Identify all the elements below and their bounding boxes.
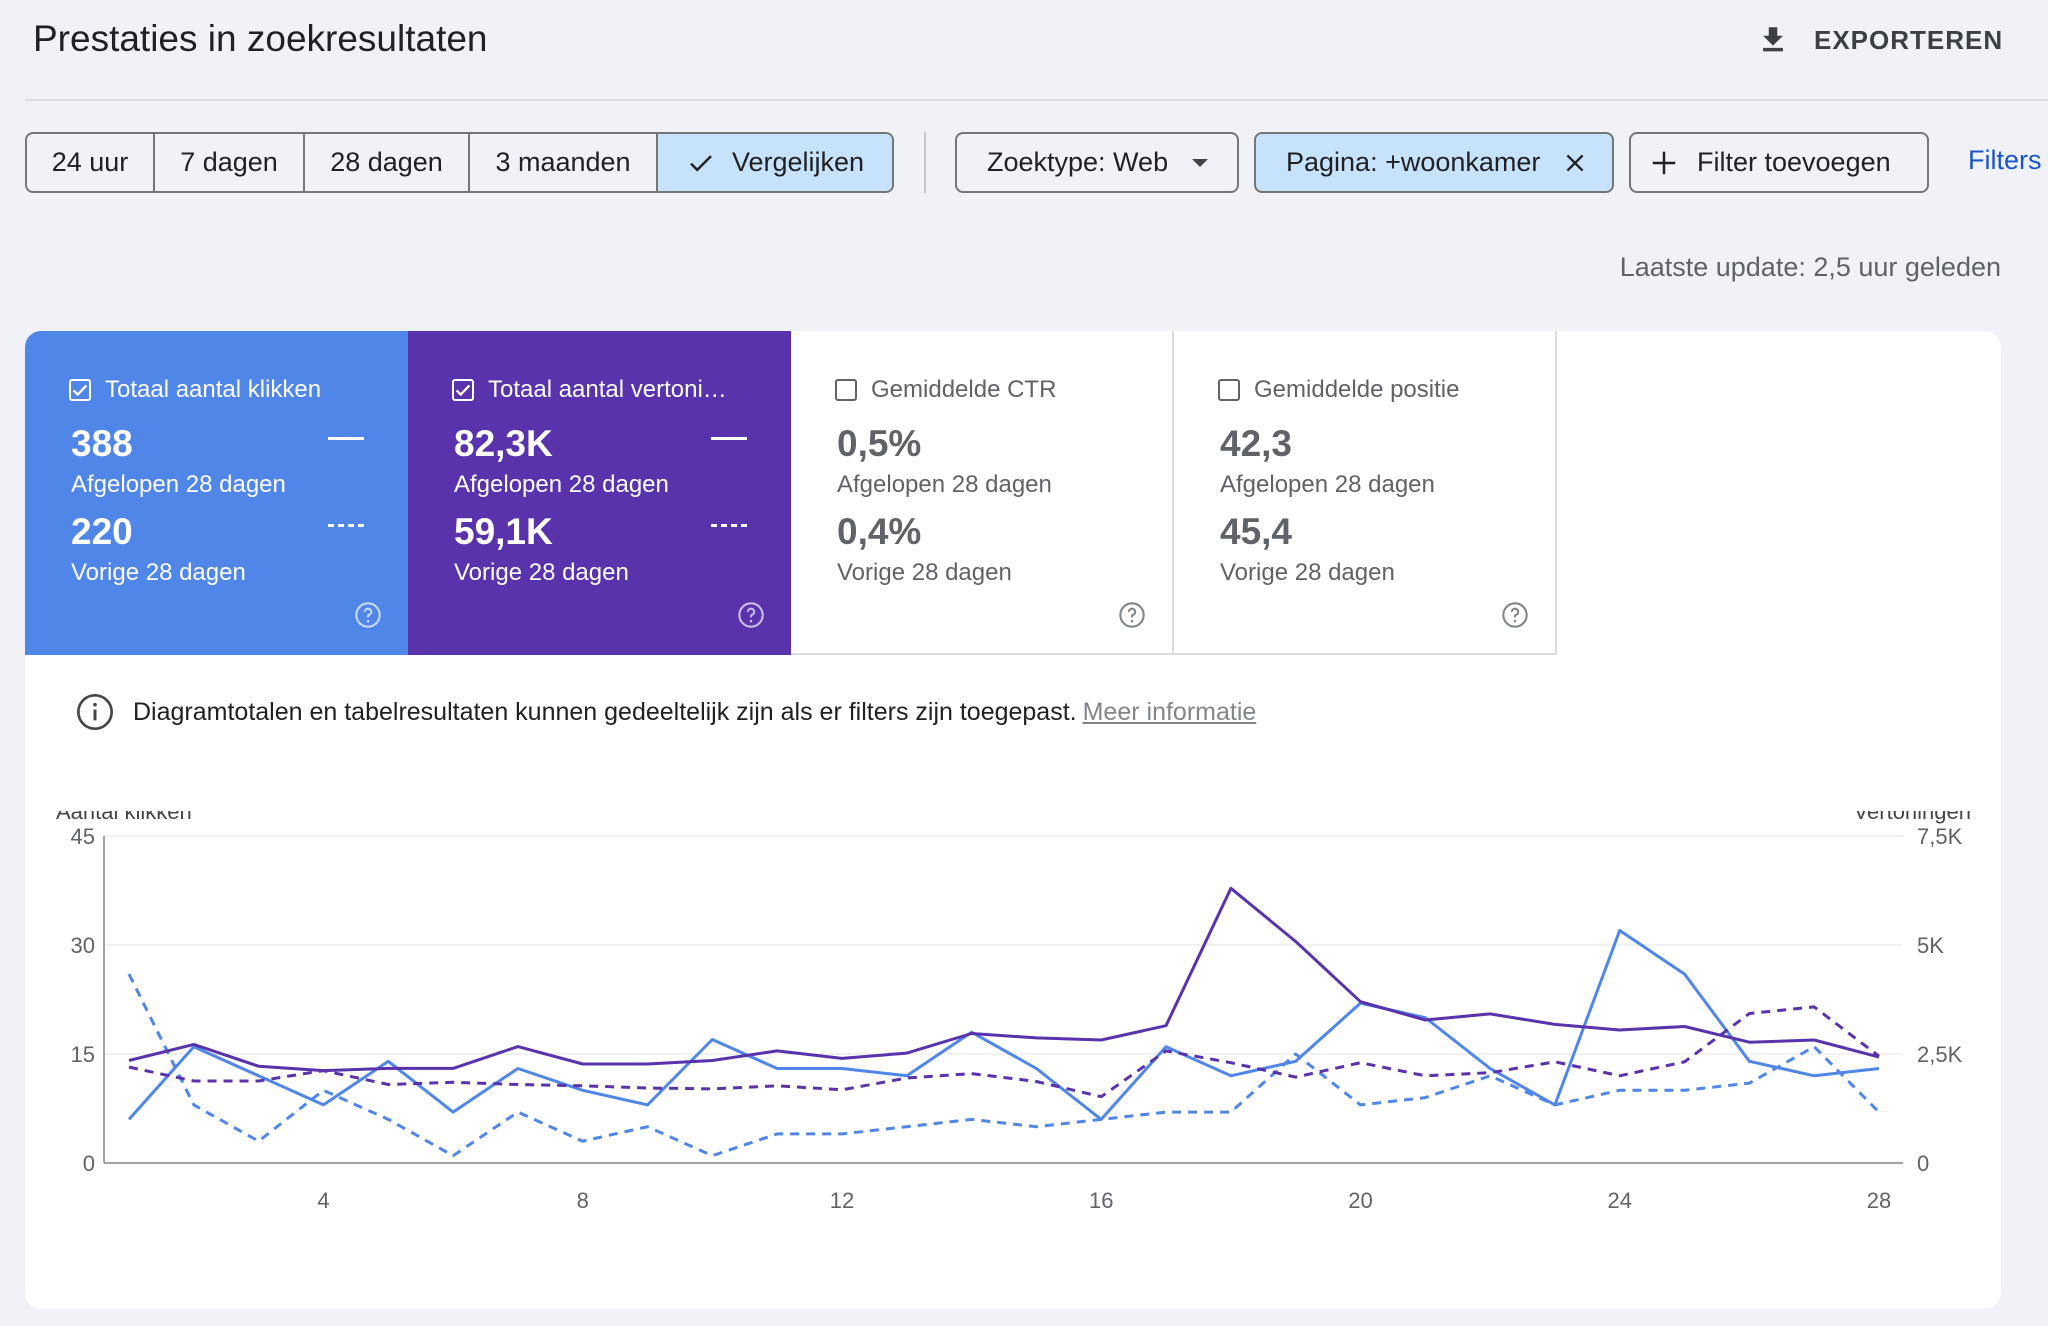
metric-current-value: 0,5% xyxy=(837,423,922,464)
metric-current-label: Afgelopen 28 dagen xyxy=(837,471,1052,498)
dashed-line-legend xyxy=(711,524,747,527)
performance-chart: Aantal klikken Vertoningen 0 15 30 45 0 2,5K 5… xyxy=(56,811,1971,1213)
plus-icon xyxy=(1652,151,1676,174)
range-7-days[interactable]: 7 dagen xyxy=(155,134,305,191)
x-tick-label: 12 xyxy=(830,1188,854,1213)
y-right-axis-title: Vertoningen xyxy=(1854,811,1971,824)
help-icon[interactable] xyxy=(354,601,382,629)
metric-previous-label: Vorige 28 dagen xyxy=(837,559,1012,586)
x-tick-label: 28 xyxy=(1867,1188,1891,1213)
page-title: Prestaties in zoekresultaten xyxy=(33,18,488,59)
checkbox-unchecked-icon[interactable] xyxy=(835,379,857,401)
checkbox-unchecked-icon[interactable] xyxy=(1218,379,1240,401)
y-left-tick-label: 15 xyxy=(71,1042,95,1067)
metric-title: Totaal aantal klikken xyxy=(105,376,322,403)
metric-current-value: 42,3 xyxy=(1220,423,1293,464)
y-right-tick-label: 0 xyxy=(1917,1151,1929,1176)
metric-previous-label: Vorige 28 dagen xyxy=(454,559,629,586)
page-filter-label: Pagina: +woonkamer xyxy=(1286,147,1541,177)
export-button[interactable]: EXPORTEREN xyxy=(1756,18,2003,62)
metric-previous-value: 45,4 xyxy=(1220,511,1293,552)
header: Prestaties in zoekresultaten EXPORTEREN xyxy=(0,0,2048,101)
metric-previous-label: Vorige 28 dagen xyxy=(71,559,246,586)
y-left-axis-title: Aantal klikken xyxy=(56,811,192,824)
metric-card-impressions[interactable]: Totaal aantal vertoni… 82,3K Afgelopen 2… xyxy=(408,331,791,655)
help-icon[interactable] xyxy=(1501,601,1529,629)
metric-previous-value: 220 xyxy=(71,511,133,552)
performance-panel: Totaal aantal klikken 388 Afgelopen 28 d… xyxy=(25,331,2001,1309)
metric-header: Gemiddelde CTR xyxy=(835,376,1056,404)
metric-current-label: Afgelopen 28 dagen xyxy=(71,471,286,498)
range-3-months[interactable]: 3 maanden xyxy=(470,134,658,191)
solid-line-legend xyxy=(711,437,747,440)
toolbar-divider xyxy=(924,132,926,193)
metric-previous-value: 0,4% xyxy=(837,511,922,552)
metric-previous-value: 59,1K xyxy=(454,511,553,552)
checkbox-checked-icon[interactable] xyxy=(69,379,91,401)
metric-header: Gemiddelde positie xyxy=(1218,376,1459,404)
help-icon[interactable] xyxy=(737,601,765,629)
y-left-tick-label: 30 xyxy=(71,933,95,958)
search-type-dropdown[interactable]: Zoektype: Web xyxy=(955,132,1239,193)
add-filter-label: Filter toevoegen xyxy=(1697,147,1891,177)
series-line-3 xyxy=(128,1005,1880,1099)
dashed-line-legend xyxy=(328,524,364,527)
series-line-0 xyxy=(127,929,1880,1121)
metric-current-value: 82,3K xyxy=(454,423,553,464)
add-filter-button[interactable]: Filter toevoegen xyxy=(1629,132,1929,193)
y-right-tick-label: 5K xyxy=(1917,933,1944,958)
metric-previous-label: Vorige 28 dagen xyxy=(1220,559,1395,586)
range-compare-label: Vergelijken xyxy=(731,147,865,177)
last-update: Laatste update: 2,5 uur geleden xyxy=(1619,252,2001,282)
x-tick-label: 20 xyxy=(1348,1188,1372,1213)
x-tick-label: 24 xyxy=(1607,1188,1631,1213)
metric-title: Gemiddelde positie xyxy=(1254,376,1460,403)
search-type-label: Zoektype: Web xyxy=(987,147,1169,177)
metric-current-label: Afgelopen 28 dagen xyxy=(454,471,669,498)
more-info-link[interactable]: Meer informatie xyxy=(1082,697,1257,726)
series-line-2 xyxy=(128,886,1880,1073)
info-icon xyxy=(77,694,113,730)
date-range-selector: 24 uur 7 dagen 28 dagen 3 maanden Vergel… xyxy=(25,132,894,193)
x-tick-label: 8 xyxy=(577,1188,589,1213)
metric-header: Totaal aantal klikken xyxy=(69,376,321,404)
metric-card-clicks[interactable]: Totaal aantal klikken 388 Afgelopen 28 d… xyxy=(25,331,408,655)
info-banner: Diagramtotalen en tabelresultaten kunnen… xyxy=(75,692,1256,732)
checkbox-checked-icon[interactable] xyxy=(452,379,474,401)
download-icon xyxy=(1763,27,1783,52)
caret-down-icon xyxy=(1192,158,1209,167)
page-filter-chip[interactable]: Pagina: +woonkamer xyxy=(1254,132,1614,193)
export-label: EXPORTEREN xyxy=(1814,24,2004,55)
metric-header: Totaal aantal vertoni… xyxy=(452,376,727,404)
y-right-tick-label: 7,5K xyxy=(1917,824,1963,849)
info-text: Diagramtotalen en tabelresultaten kunnen… xyxy=(133,697,1077,726)
close-icon[interactable] xyxy=(1562,150,1588,176)
check-icon xyxy=(690,154,712,172)
y-left-tick-label: 45 xyxy=(71,824,95,849)
range-compare[interactable]: Vergelijken xyxy=(658,134,892,191)
metric-title: Gemiddelde CTR xyxy=(871,376,1057,403)
help-icon[interactable] xyxy=(1118,601,1146,629)
range-28-days[interactable]: 28 dagen xyxy=(305,134,470,191)
metric-card-position[interactable]: Gemiddelde positie 42,3 Afgelopen 28 dag… xyxy=(1174,331,1557,655)
y-right-tick-label: 2,5K xyxy=(1917,1042,1963,1067)
range-24-hours[interactable]: 24 uur xyxy=(27,134,155,191)
filters-link[interactable]: Filters xyxy=(1968,145,2042,175)
y-left-tick-label: 0 xyxy=(83,1151,95,1176)
metric-current-value: 388 xyxy=(71,423,133,464)
header-divider xyxy=(25,99,2048,101)
series-line-1 xyxy=(127,973,1881,1158)
metric-card-ctr[interactable]: Gemiddelde CTR 0,5% Afgelopen 28 dagen 0… xyxy=(791,331,1174,655)
x-tick-label: 16 xyxy=(1089,1188,1113,1213)
metric-title: Totaal aantal vertoni… xyxy=(488,376,727,403)
solid-line-legend xyxy=(328,437,364,440)
x-tick-label: 4 xyxy=(317,1188,329,1213)
metric-current-label: Afgelopen 28 dagen xyxy=(1220,471,1435,498)
